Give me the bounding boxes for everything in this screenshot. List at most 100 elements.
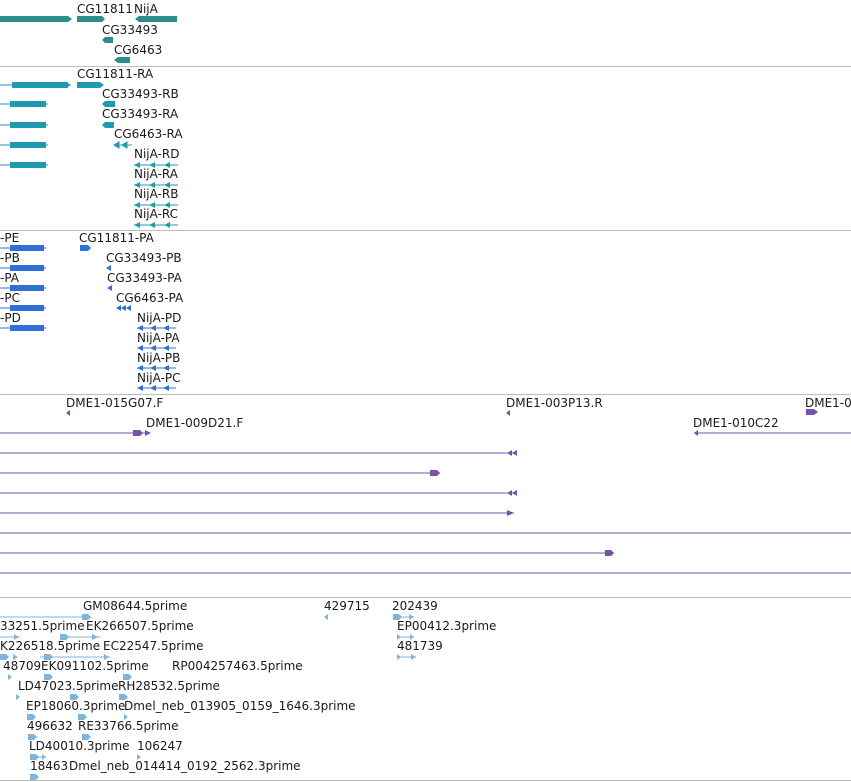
clone-end-dme1-0[interactable] — [806, 409, 818, 415]
protein-label[interactable]: NijA-PB — [137, 351, 181, 365]
est-label[interactable]: 18463 — [30, 759, 69, 773]
est-label[interactable]: 106247 — [137, 739, 183, 753]
protein-glyphs — [0, 245, 176, 391]
transcript-glyph-nija-rd[interactable] — [134, 162, 178, 168]
est-label[interactable]: RP004257463.5prime — [172, 659, 303, 673]
est-label[interactable]: 48709 — [3, 659, 42, 673]
est-label[interactable]: LD47023.5prime — [18, 679, 119, 693]
transcript-glyph-nija-rc[interactable] — [134, 222, 178, 228]
clone-track: DME1-015G07.F DME1-003P13.R DME1-0 DME1-… — [0, 395, 851, 597]
est-label[interactable]: RH28532.5prime — [118, 679, 220, 693]
transcript-label[interactable]: CG11811-RA — [77, 67, 154, 81]
transcript-label[interactable]: NijA-RC — [134, 207, 179, 221]
clone-line[interactable] — [0, 550, 614, 556]
clone-label[interactable]: DME1-009D21.F — [146, 416, 244, 430]
est-glyph-ep00412[interactable] — [397, 634, 414, 640]
gene-label-cg11811[interactable]: CG11811 — [77, 2, 133, 16]
transcript-label[interactable]: CG33493-RA — [102, 107, 179, 121]
transcript-label[interactable]: NijA-RB — [134, 187, 179, 201]
track-separator — [0, 230, 851, 231]
protein-label[interactable]: NijA-PA — [137, 331, 180, 345]
gene-track: CG11811 NijA CG33493 CG6463 — [0, 0, 851, 66]
clone-line[interactable] — [694, 430, 851, 436]
protein-label[interactable]: NijA-PD — [137, 311, 182, 325]
protein-label[interactable]: -PE — [0, 231, 20, 245]
protein-label[interactable]: -PB — [0, 251, 20, 265]
protein-label[interactable]: NijA-PC — [137, 371, 181, 385]
est-label[interactable]: EK091102.5prime — [41, 659, 149, 673]
track-separator — [0, 780, 851, 781]
est-label[interactable]: K226518.5prime — [0, 639, 101, 653]
transcript-glyph-nija-ra[interactable] — [134, 182, 178, 188]
transcript-glyph-cg33493-ra[interactable] — [102, 122, 114, 128]
track-separator — [0, 597, 851, 598]
clone-end-015g07[interactable] — [66, 410, 70, 416]
clone-label[interactable]: DME1-010C22 — [693, 416, 779, 430]
clone-line[interactable] — [0, 430, 151, 436]
clone-glyphs — [0, 409, 851, 574]
track-separator — [0, 394, 851, 395]
transcript-label[interactable]: NijA-RA — [134, 167, 178, 181]
est-label[interactable]: LD40010.3prime — [29, 739, 130, 753]
gene-glyphs — [0, 16, 177, 63]
protein-label[interactable]: -PC — [0, 291, 20, 305]
protein-glyph-cg33493-pb[interactable] — [106, 265, 111, 271]
est-track: GM08644.5prime 429715 202439 33251.5prim… — [0, 598, 851, 780]
est-label[interactable]: 496632 — [27, 719, 73, 733]
clone-line[interactable] — [0, 510, 514, 516]
gene-glyph-left[interactable] — [0, 16, 72, 22]
est-label[interactable]: 481739 — [397, 639, 443, 653]
protein-label[interactable]: CG6463-PA — [116, 291, 184, 305]
gene-glyph-cg6463[interactable] — [114, 57, 130, 63]
est-label[interactable]: EC22547.5prime — [103, 639, 204, 653]
transcript-label[interactable]: NijA-RD — [134, 147, 180, 161]
transcript-glyph-cg6463-ra[interactable] — [113, 141, 132, 149]
est-glyph-429715[interactable] — [324, 614, 328, 620]
protein-label[interactable]: CG11811-PA — [79, 231, 154, 245]
clone-line[interactable] — [0, 450, 517, 456]
est-label[interactable]: EP00412.3prime — [397, 619, 497, 633]
transcript-label[interactable]: CG6463-RA — [114, 127, 183, 141]
gene-label-cg6463[interactable]: CG6463 — [114, 43, 163, 57]
transcript-glyphs — [0, 82, 178, 228]
protein-glyph-cg33493-pa[interactable] — [107, 285, 112, 291]
gene-glyph-nija[interactable] — [135, 16, 177, 22]
protein-label[interactable]: -PA — [0, 271, 20, 285]
est-label[interactable]: GM08644.5prime — [83, 599, 188, 613]
protein-label[interactable]: -PD — [0, 311, 21, 325]
protein-glyph-cg6463-pa[interactable] — [116, 305, 131, 311]
transcript-glyph-nija-rb[interactable] — [134, 202, 178, 208]
clone-line[interactable] — [0, 490, 517, 496]
protein-glyph-cg11811-pa[interactable] — [80, 245, 91, 251]
est-glyph-481739[interactable] — [397, 654, 416, 660]
protein-glyph-nija-pa[interactable] — [137, 345, 176, 351]
est-label[interactable]: 429715 — [324, 599, 370, 613]
clone-label[interactable]: DME1-0 — [805, 396, 851, 410]
gene-glyph-cg33493[interactable] — [102, 37, 113, 43]
est-glyph-202439[interactable] — [393, 614, 414, 620]
est-label[interactable]: Dmel_neb_013905_0159_1646.3prime — [124, 699, 356, 713]
est-label[interactable]: 33251.5prime — [0, 619, 85, 633]
est-label[interactable]: EP18060.3prime — [26, 699, 126, 713]
est-label[interactable]: Dmel_neb_014414_0192_2562.3prime — [69, 759, 301, 773]
gene-label-nija[interactable]: NijA — [134, 2, 158, 16]
est-label[interactable]: 202439 — [392, 599, 438, 613]
gene-glyph-cg11811[interactable] — [77, 16, 105, 22]
protein-label[interactable]: CG33493-PB — [106, 251, 182, 265]
transcript-glyph-cg33493-rb[interactable] — [102, 101, 115, 107]
clone-label[interactable]: DME1-015G07.F — [66, 396, 164, 410]
est-label[interactable]: RE33766.5prime — [78, 719, 179, 733]
protein-track: -PE -PB -PA -PC -PD CG11811-PA CG33493-P… — [0, 231, 851, 394]
protein-glyph-nija-pb[interactable] — [137, 365, 176, 371]
protein-glyph-nija-pc[interactable] — [137, 385, 176, 391]
clone-line[interactable] — [0, 470, 440, 476]
transcript-label[interactable]: CG33493-RB — [102, 87, 179, 101]
protein-label[interactable]: CG33493-PA — [107, 271, 182, 285]
clone-label[interactable]: DME1-003P13.R — [506, 396, 603, 410]
clone-end-003p13[interactable] — [506, 410, 510, 416]
transcript-glyph-cg11811-ra[interactable] — [77, 82, 104, 88]
gene-label-cg33493[interactable]: CG33493 — [102, 23, 158, 37]
est-label[interactable]: EK266507.5prime — [86, 619, 194, 633]
protein-glyph-nija-pd[interactable] — [137, 325, 176, 331]
